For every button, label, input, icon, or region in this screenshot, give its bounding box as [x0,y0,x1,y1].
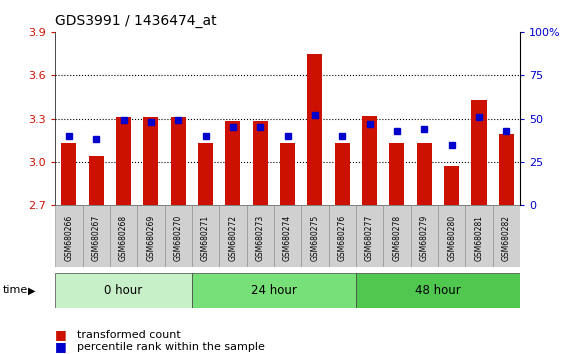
Bar [110,205,137,267]
Bar [329,205,356,267]
Bar [389,143,404,205]
Text: GSM680278: GSM680278 [392,215,401,261]
Text: 0 hour: 0 hour [105,284,143,297]
Bar [55,273,192,308]
Bar [253,121,268,205]
Bar [499,135,514,205]
Text: GSM680281: GSM680281 [475,215,483,261]
Bar [116,117,131,205]
Text: percentile rank within the sample: percentile rank within the sample [77,342,265,352]
Text: 48 hour: 48 hour [415,284,461,297]
Bar [302,205,329,267]
Text: GSM680282: GSM680282 [502,215,511,261]
Bar [164,205,192,267]
Bar [411,205,438,267]
Bar [335,143,350,205]
Text: GSM680267: GSM680267 [92,215,101,261]
Bar [307,53,322,205]
Bar [444,166,459,205]
Text: ▶: ▶ [28,285,35,295]
Bar [417,143,432,205]
Bar [219,205,246,267]
Text: GSM680279: GSM680279 [420,215,429,261]
Bar [246,205,274,267]
Text: GDS3991 / 1436474_at: GDS3991 / 1436474_at [55,14,217,28]
Text: GSM680275: GSM680275 [310,215,320,261]
Text: 24 hour: 24 hour [251,284,297,297]
Bar [192,205,219,267]
Bar [465,205,493,267]
Text: GSM680276: GSM680276 [338,215,347,261]
Text: GSM680271: GSM680271 [201,215,210,261]
Bar [62,143,76,205]
Text: ■: ■ [55,341,67,353]
Text: GSM680273: GSM680273 [256,215,265,261]
Bar [171,117,186,205]
Bar [83,205,110,267]
Text: GSM680274: GSM680274 [283,215,292,261]
Bar [274,205,302,267]
Bar [137,205,164,267]
Bar [192,273,356,308]
Bar [89,156,104,205]
Bar [144,117,159,205]
Bar [493,205,520,267]
Text: GSM680270: GSM680270 [174,215,183,261]
Bar [356,273,520,308]
Bar [438,205,465,267]
Text: GSM680269: GSM680269 [146,215,155,261]
Text: GSM680266: GSM680266 [64,215,73,261]
Text: GSM680268: GSM680268 [119,215,128,261]
Text: GSM680272: GSM680272 [228,215,238,261]
Bar [362,116,377,205]
Bar [280,143,295,205]
Text: GSM680280: GSM680280 [447,215,456,261]
Text: transformed count: transformed count [77,330,181,339]
Bar [383,205,411,267]
Bar [356,205,383,267]
Text: time: time [3,285,28,295]
Bar [198,143,213,205]
Bar [55,205,83,267]
Text: GSM680277: GSM680277 [365,215,374,261]
Bar [225,121,241,205]
Text: ■: ■ [55,328,67,341]
Bar [471,100,486,205]
